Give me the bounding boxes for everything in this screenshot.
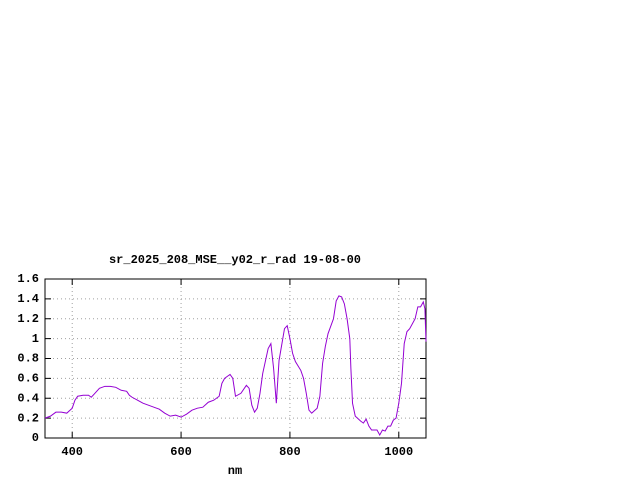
y-tick-label: 0.8 [17,352,39,366]
x-tick-label: 1000 [384,445,413,459]
y-tick-label: 1.6 [17,272,39,286]
y-tick-label: 0.2 [17,411,39,425]
plot-border [44,278,427,439]
x-tick-label: 800 [279,445,301,459]
x-tick-label: 600 [170,445,192,459]
y-tick-label: 1.2 [17,312,39,326]
chart-title: sr_2025_208_MSE__y02_r_rad 19-08-00 [109,253,361,267]
data-line [44,295,427,437]
y-tick-label: 0.6 [17,372,39,386]
y-tick-label: 1.4 [17,292,39,306]
y-tick-label: 0 [32,431,39,445]
x-tick-label: 400 [61,445,83,459]
y-tick-label: 1 [32,332,39,346]
x-axis-label: nm [228,464,242,478]
y-tick-label: 0.4 [17,391,39,405]
